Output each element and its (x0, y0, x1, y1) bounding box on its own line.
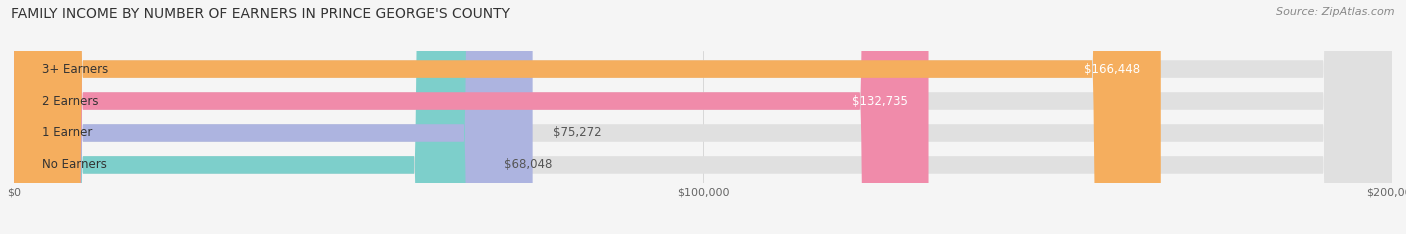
Text: 1 Earner: 1 Earner (42, 127, 91, 139)
Text: $132,735: $132,735 (852, 95, 908, 107)
Text: $68,048: $68,048 (503, 158, 553, 172)
FancyBboxPatch shape (14, 0, 1161, 234)
FancyBboxPatch shape (14, 0, 1392, 234)
FancyBboxPatch shape (14, 0, 1392, 234)
FancyBboxPatch shape (14, 0, 1392, 234)
FancyBboxPatch shape (14, 0, 928, 234)
Text: 2 Earners: 2 Earners (42, 95, 98, 107)
FancyBboxPatch shape (14, 0, 1392, 234)
Text: No Earners: No Earners (42, 158, 107, 172)
FancyBboxPatch shape (14, 0, 533, 234)
Text: Source: ZipAtlas.com: Source: ZipAtlas.com (1277, 7, 1395, 17)
Text: $75,272: $75,272 (554, 127, 602, 139)
Text: 3+ Earners: 3+ Earners (42, 62, 108, 76)
Text: $166,448: $166,448 (1084, 62, 1140, 76)
Text: FAMILY INCOME BY NUMBER OF EARNERS IN PRINCE GEORGE'S COUNTY: FAMILY INCOME BY NUMBER OF EARNERS IN PR… (11, 7, 510, 21)
FancyBboxPatch shape (14, 0, 482, 234)
